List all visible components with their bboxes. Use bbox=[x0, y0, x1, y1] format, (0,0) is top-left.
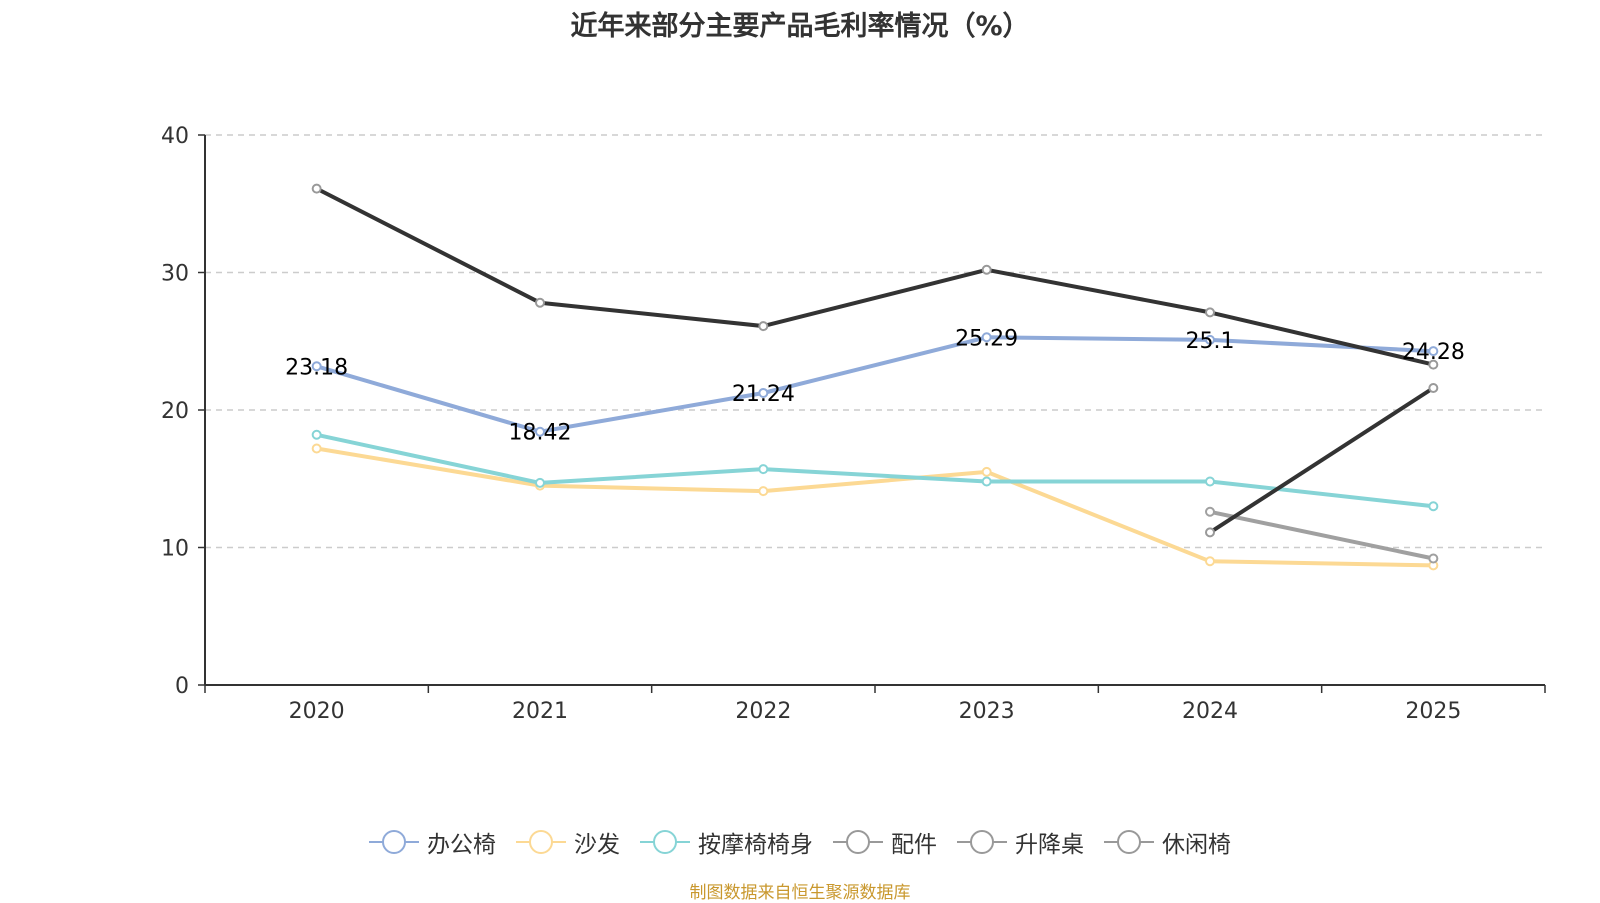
legend-label: 配件 bbox=[891, 832, 937, 858]
series-line-1 bbox=[316, 446, 1434, 568]
data-label: 18.42 bbox=[509, 421, 572, 446]
data-label: 25.29 bbox=[955, 326, 1018, 351]
x-tick-label: 2022 bbox=[735, 699, 791, 724]
series-line-2 bbox=[316, 432, 1434, 509]
legend-item[interactable]: 按摩椅椅身 bbox=[640, 825, 813, 859]
series-lines bbox=[311, 183, 1439, 571]
data-label: 21.24 bbox=[732, 382, 795, 407]
legend-swatch-icon bbox=[1104, 830, 1154, 854]
data-point bbox=[758, 321, 769, 332]
y-tick-label: 30 bbox=[161, 262, 189, 287]
grid-lines bbox=[205, 134, 1545, 549]
legend-item[interactable]: 沙发 bbox=[516, 825, 620, 859]
x-tick-label: 2023 bbox=[959, 699, 1015, 724]
legend: 办公椅 沙发 按摩椅椅身 配件 升降桌 休闲椅 bbox=[0, 822, 1600, 862]
data-point bbox=[1205, 506, 1215, 517]
legend-swatch-icon bbox=[957, 830, 1007, 854]
data-point bbox=[1428, 346, 1439, 357]
y-tick-label: 0 bbox=[175, 674, 189, 699]
data-point bbox=[981, 264, 992, 275]
axes: 0 10 20 30 40 2020 2021 2022 2023 2024 2025 bbox=[161, 124, 1546, 724]
data-point bbox=[981, 466, 992, 477]
data-point bbox=[981, 476, 992, 487]
data-point bbox=[535, 477, 545, 488]
data-point bbox=[1428, 553, 1439, 564]
legend-item[interactable]: 配件 bbox=[833, 825, 937, 859]
x-tick-label: 2020 bbox=[289, 699, 345, 724]
y-tick-label: 40 bbox=[161, 124, 189, 149]
data-point bbox=[311, 443, 322, 454]
data-labels: 23.18 18.42 21.24 25.29 25.1 24.28 bbox=[285, 326, 1465, 445]
legend-swatch-icon bbox=[369, 830, 419, 854]
data-point bbox=[1205, 334, 1215, 345]
data-label: 25.1 bbox=[1186, 329, 1235, 354]
data-point bbox=[758, 387, 769, 398]
data-point bbox=[311, 429, 322, 440]
data-point bbox=[1428, 359, 1439, 370]
source-note: 制图数据来自恒生聚源数据库 bbox=[689, 883, 911, 903]
legend-item[interactable]: 升降桌 bbox=[957, 825, 1084, 859]
legend-label: 办公椅 bbox=[427, 832, 496, 858]
data-point bbox=[1205, 307, 1215, 318]
legend-swatch-icon bbox=[640, 830, 690, 854]
data-point bbox=[1428, 501, 1439, 512]
x-tick-label: 2021 bbox=[512, 699, 568, 724]
data-point bbox=[1428, 383, 1439, 393]
data-point bbox=[535, 426, 545, 437]
data-point bbox=[311, 183, 322, 194]
legend-item[interactable]: 办公椅 bbox=[369, 825, 496, 859]
data-point bbox=[311, 361, 322, 372]
legend-label: 按摩椅椅身 bbox=[698, 832, 813, 858]
x-tick-label: 2024 bbox=[1182, 699, 1238, 724]
x-tick-label: 2025 bbox=[1405, 699, 1461, 724]
legend-label: 休闲椅 bbox=[1162, 832, 1231, 858]
data-point bbox=[758, 486, 769, 497]
legend-label: 升降桌 bbox=[1015, 832, 1084, 858]
series-line-4 bbox=[1209, 509, 1434, 561]
legend-swatch-icon bbox=[833, 830, 883, 854]
legend-swatch-icon bbox=[516, 830, 566, 854]
data-label: 23.18 bbox=[285, 355, 348, 380]
data-point bbox=[1205, 476, 1215, 487]
data-point bbox=[1205, 556, 1215, 567]
data-point bbox=[758, 464, 769, 475]
series-line-5 bbox=[1208, 386, 1435, 535]
y-tick-label: 20 bbox=[161, 399, 189, 424]
data-point bbox=[981, 332, 992, 343]
legend-item[interactable]: 休闲椅 bbox=[1104, 825, 1231, 859]
legend-label: 沙发 bbox=[574, 832, 620, 858]
data-point bbox=[1205, 527, 1215, 538]
series-line-3 bbox=[315, 186, 1434, 367]
chart-title: 近年来部分主要产品毛利率情况（%） bbox=[570, 11, 1030, 42]
data-point bbox=[535, 297, 545, 308]
y-tick-label: 10 bbox=[161, 537, 189, 562]
data-label: 24.28 bbox=[1402, 340, 1465, 365]
series-line-0 bbox=[316, 335, 1434, 434]
